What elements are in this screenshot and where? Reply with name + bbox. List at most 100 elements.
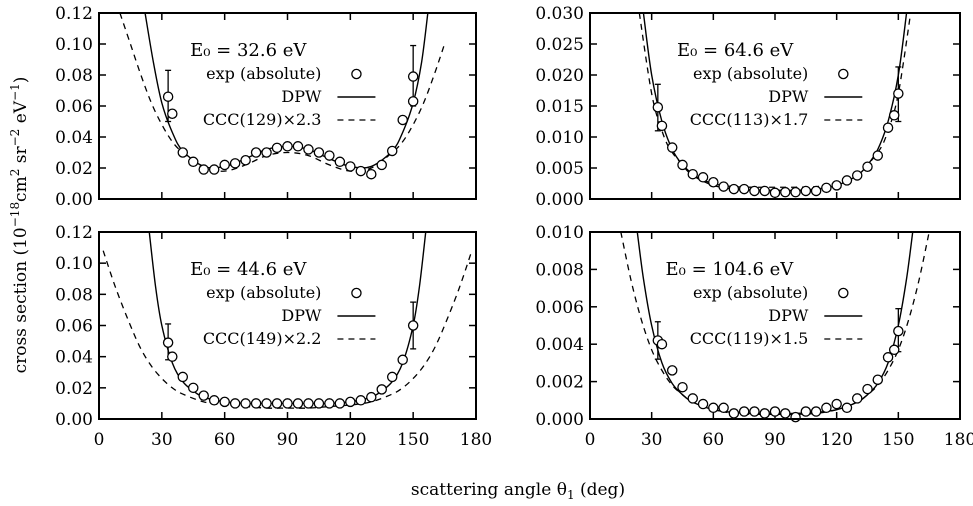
y-tick-label: 0.010 (535, 128, 584, 148)
data-point (738, 183, 750, 195)
data-point (656, 120, 668, 132)
panel-frame (589, 231, 961, 420)
energy-label: E₀ = 44.6 eV (190, 259, 307, 280)
y-axis-title-part: ) (11, 77, 31, 84)
y-axis-title-part: cross section (10 (11, 227, 31, 373)
ccc-curve (638, 13, 912, 188)
data-point (303, 398, 314, 409)
x-tick-label: 90 (277, 430, 299, 450)
data-point (831, 180, 842, 191)
data-point (800, 185, 812, 197)
data-point (697, 172, 709, 183)
data-point (821, 402, 832, 414)
data-point (893, 325, 904, 337)
data-point (240, 154, 251, 166)
data-point (708, 177, 719, 188)
data-point (800, 406, 812, 417)
x-tick-label: 30 (641, 430, 663, 450)
data-point (198, 164, 209, 175)
data-point (345, 396, 356, 408)
legend-label-marker: exp (absolute) (206, 64, 321, 83)
chart-panel-3: 0 30 60 90 120 150 180 0.00 0.02 0.04 0.06 0.08 0.10… (55, 223, 492, 450)
x-tick-label: 150 (882, 430, 914, 450)
x-tick-label: 30 (151, 430, 173, 450)
data-point (677, 159, 688, 171)
data-point (177, 147, 189, 158)
data-point (250, 398, 262, 409)
data-point (261, 398, 272, 409)
y-axis-title-exponent: 2 (8, 169, 22, 177)
data-point (292, 141, 304, 152)
x-tick-label: 120 (820, 430, 852, 450)
data-point (376, 384, 387, 395)
data-point (162, 91, 174, 102)
data-point (187, 382, 199, 394)
data-point (407, 320, 419, 331)
data-point (862, 161, 873, 173)
data-point (208, 395, 220, 406)
y-tick-label: 0.02 (55, 379, 93, 399)
energy-label: E₀ = 64.6 eV (677, 40, 794, 61)
data-point (407, 96, 419, 107)
y-tick-label: 0.015 (535, 97, 584, 117)
data-point (397, 354, 408, 366)
y-axis-title-part: cm (11, 176, 31, 202)
legend-marker (351, 287, 362, 299)
data-point (656, 338, 668, 350)
ccc-curve (119, 13, 446, 172)
data-point (821, 182, 832, 194)
data-point (282, 141, 293, 152)
data-point (728, 183, 740, 195)
data-point (738, 406, 750, 417)
data-point (167, 108, 178, 120)
y-tick-label: 0.00 (55, 410, 93, 430)
data-point (810, 406, 822, 417)
legend-label-dashed: CCC(149)×2.2 (203, 329, 322, 348)
y-tick-label: 0.10 (55, 254, 93, 274)
data-point (697, 398, 709, 410)
y-tick-label: 0.000 (535, 410, 584, 430)
data-point (386, 371, 398, 383)
data-point (345, 161, 356, 172)
y-tick-label: 0.020 (535, 66, 584, 86)
data-point (708, 402, 719, 414)
data-point (790, 411, 801, 423)
legend-label-solid: DPW (281, 87, 322, 106)
data-point (728, 408, 740, 419)
data-point (780, 186, 791, 198)
data-point (313, 147, 325, 158)
data-point (666, 142, 678, 153)
data-point (851, 170, 863, 181)
legend-label-solid: DPW (768, 306, 809, 325)
panel-frame (98, 231, 477, 420)
data-point (187, 156, 199, 168)
data-point (841, 402, 853, 414)
y-axis-title: cross section (10−18cm2 sr−2 eV−1) (8, 77, 31, 374)
data-point (219, 159, 230, 171)
legend-marker (838, 68, 849, 80)
data-point (162, 337, 174, 348)
data-point (334, 156, 346, 168)
data-point (376, 159, 387, 171)
legend-marker (838, 287, 849, 299)
ccc-curve (102, 250, 473, 409)
y-tick-label: 0.04 (55, 128, 93, 148)
data-point (769, 187, 781, 199)
data-point (759, 185, 770, 197)
data-point (831, 398, 842, 410)
y-tick-label: 0.08 (55, 285, 93, 305)
legend-label-dashed: CCC(119)×1.5 (690, 329, 809, 348)
data-point (790, 186, 801, 198)
data-point (851, 393, 863, 404)
data-point (888, 110, 900, 121)
y-tick-label: 0.06 (55, 97, 93, 117)
legend-marker (351, 68, 362, 80)
data-point (219, 396, 230, 408)
data-point (888, 344, 900, 356)
data-point (208, 164, 220, 175)
data-point (759, 408, 770, 419)
data-point (355, 395, 367, 406)
data-point (324, 398, 335, 409)
data-point (282, 398, 293, 409)
